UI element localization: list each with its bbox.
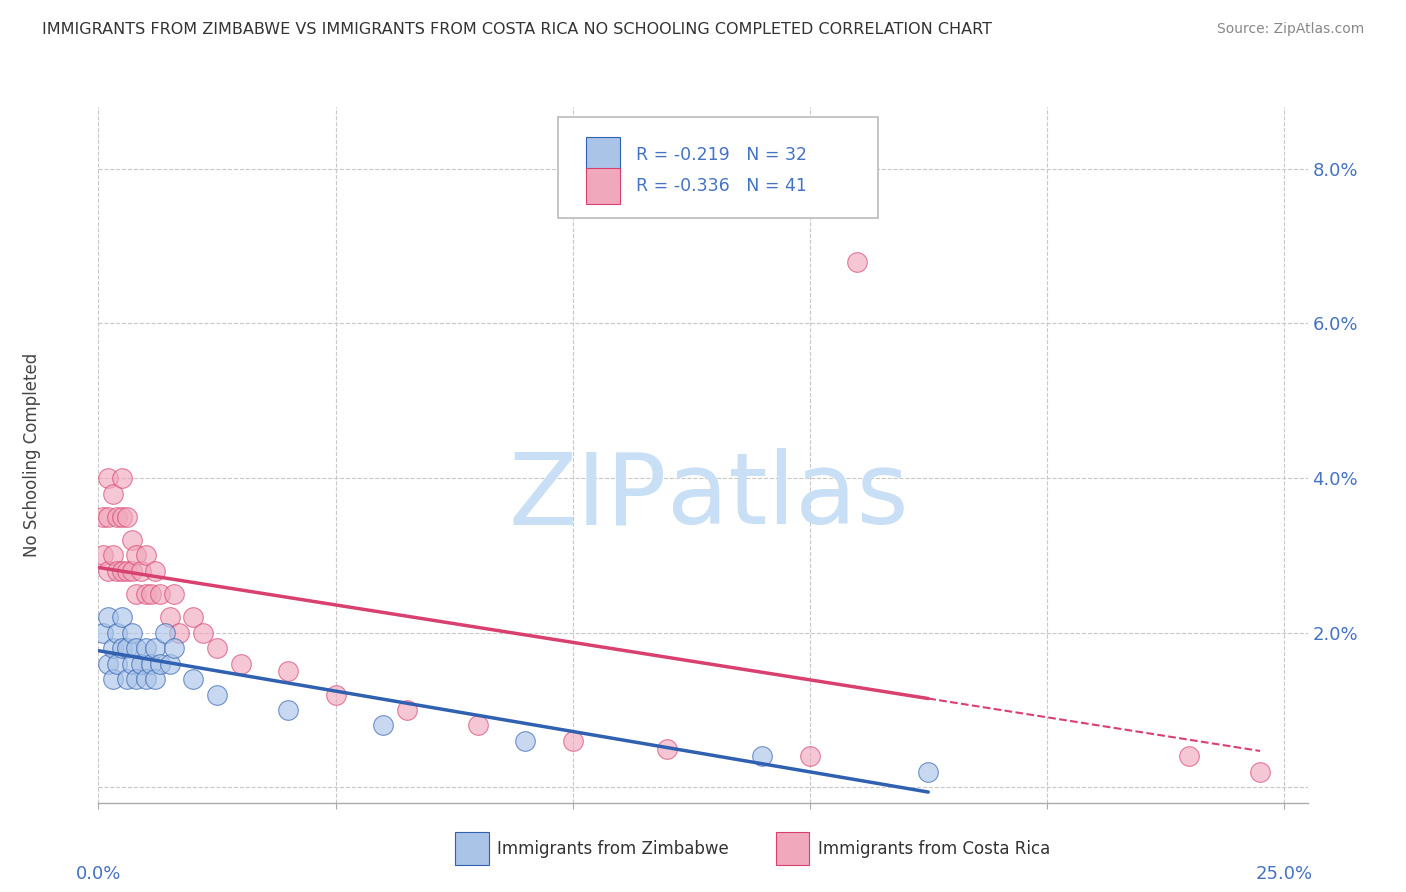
Point xyxy=(101,549,124,563)
Point xyxy=(153,625,176,640)
Point xyxy=(129,564,152,578)
Point xyxy=(125,587,148,601)
Point xyxy=(97,509,120,524)
Point xyxy=(135,549,157,563)
Text: No Schooling Completed: No Schooling Completed xyxy=(22,353,41,557)
Point xyxy=(159,610,181,624)
Text: atlas: atlas xyxy=(666,448,908,545)
Point xyxy=(163,641,186,656)
Point xyxy=(125,672,148,686)
Point xyxy=(139,657,162,671)
Point xyxy=(181,672,204,686)
Text: Source: ZipAtlas.com: Source: ZipAtlas.com xyxy=(1216,22,1364,37)
Point xyxy=(121,533,143,547)
Point xyxy=(97,471,120,485)
FancyBboxPatch shape xyxy=(776,832,810,865)
Text: IMMIGRANTS FROM ZIMBABWE VS IMMIGRANTS FROM COSTA RICA NO SCHOOLING COMPLETED CO: IMMIGRANTS FROM ZIMBABWE VS IMMIGRANTS F… xyxy=(42,22,993,37)
Point xyxy=(135,641,157,656)
Point xyxy=(159,657,181,671)
Point xyxy=(101,486,124,500)
Point xyxy=(101,641,124,656)
Point xyxy=(205,641,228,656)
Point xyxy=(111,509,134,524)
Point xyxy=(121,657,143,671)
Point xyxy=(135,587,157,601)
Point xyxy=(97,657,120,671)
Point xyxy=(143,672,166,686)
Text: 25.0%: 25.0% xyxy=(1256,864,1312,883)
Point xyxy=(515,734,537,748)
Text: Immigrants from Zimbabwe: Immigrants from Zimbabwe xyxy=(498,839,730,858)
Point xyxy=(277,665,299,679)
Point xyxy=(125,641,148,656)
Point xyxy=(121,564,143,578)
Point xyxy=(105,625,128,640)
Point xyxy=(105,657,128,671)
Point xyxy=(1178,749,1201,764)
Point xyxy=(561,734,583,748)
Point xyxy=(97,564,120,578)
Point xyxy=(167,625,190,640)
Point xyxy=(846,254,869,268)
Text: Immigrants from Costa Rica: Immigrants from Costa Rica xyxy=(818,839,1050,858)
Point xyxy=(467,718,489,732)
Point xyxy=(143,564,166,578)
Point xyxy=(139,587,162,601)
Point xyxy=(395,703,418,717)
Point xyxy=(111,610,134,624)
Point xyxy=(115,672,138,686)
Point xyxy=(229,657,252,671)
Text: ZIP: ZIP xyxy=(509,448,666,545)
Point xyxy=(125,549,148,563)
Point xyxy=(97,610,120,624)
Point xyxy=(105,564,128,578)
Point xyxy=(191,625,214,640)
Point xyxy=(111,471,134,485)
Point xyxy=(657,741,679,756)
Point xyxy=(799,749,821,764)
Point xyxy=(129,657,152,671)
Point xyxy=(371,718,394,732)
Point xyxy=(135,672,157,686)
Text: 0.0%: 0.0% xyxy=(76,864,121,883)
Point xyxy=(181,610,204,624)
Text: R = -0.219   N = 32: R = -0.219 N = 32 xyxy=(637,146,807,164)
Point xyxy=(91,549,114,563)
Point xyxy=(149,657,172,671)
Point xyxy=(205,688,228,702)
Point xyxy=(751,749,773,764)
Point xyxy=(143,641,166,656)
Text: R = -0.336   N = 41: R = -0.336 N = 41 xyxy=(637,178,807,195)
Point xyxy=(115,509,138,524)
Point xyxy=(105,509,128,524)
FancyBboxPatch shape xyxy=(456,832,489,865)
FancyBboxPatch shape xyxy=(586,137,620,173)
Point xyxy=(277,703,299,717)
Point xyxy=(115,641,138,656)
Point xyxy=(163,587,186,601)
FancyBboxPatch shape xyxy=(558,118,879,219)
Point xyxy=(1249,764,1271,779)
Point xyxy=(111,564,134,578)
Point xyxy=(115,564,138,578)
Point xyxy=(111,641,134,656)
Point xyxy=(149,587,172,601)
Point xyxy=(101,672,124,686)
Point xyxy=(917,764,939,779)
Point xyxy=(325,688,347,702)
Point xyxy=(91,509,114,524)
FancyBboxPatch shape xyxy=(586,169,620,204)
Point xyxy=(91,625,114,640)
Point xyxy=(121,625,143,640)
